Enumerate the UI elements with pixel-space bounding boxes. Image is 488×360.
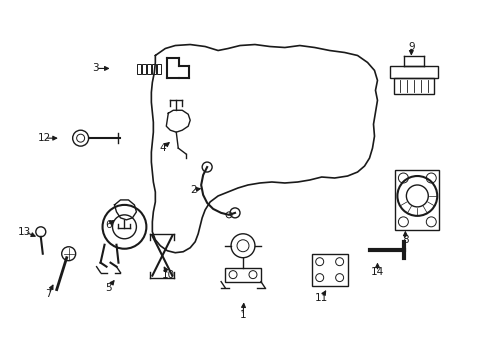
Text: 5: 5 [105,283,112,293]
Bar [311,254,347,285]
Text: 9: 9 [407,41,414,51]
Text: 3: 3 [92,63,99,73]
Text: 11: 11 [314,293,327,302]
Bar [152,64,156,75]
Text: 2: 2 [189,185,196,195]
Bar [137,64,141,75]
Text: 12: 12 [38,133,51,143]
Bar [142,64,146,75]
Text: 4: 4 [159,143,165,153]
Text: 8: 8 [401,235,408,245]
Text: 1: 1 [239,310,246,320]
Bar [394,78,433,94]
Text: 13: 13 [18,227,31,237]
Bar [224,268,261,282]
Text: 6: 6 [105,220,112,230]
Bar [157,64,161,75]
Bar [389,67,437,78]
Text: 10: 10 [162,270,175,280]
Bar [147,64,151,75]
Bar [395,170,438,230]
Text: 14: 14 [370,267,384,276]
Text: 7: 7 [45,289,52,298]
